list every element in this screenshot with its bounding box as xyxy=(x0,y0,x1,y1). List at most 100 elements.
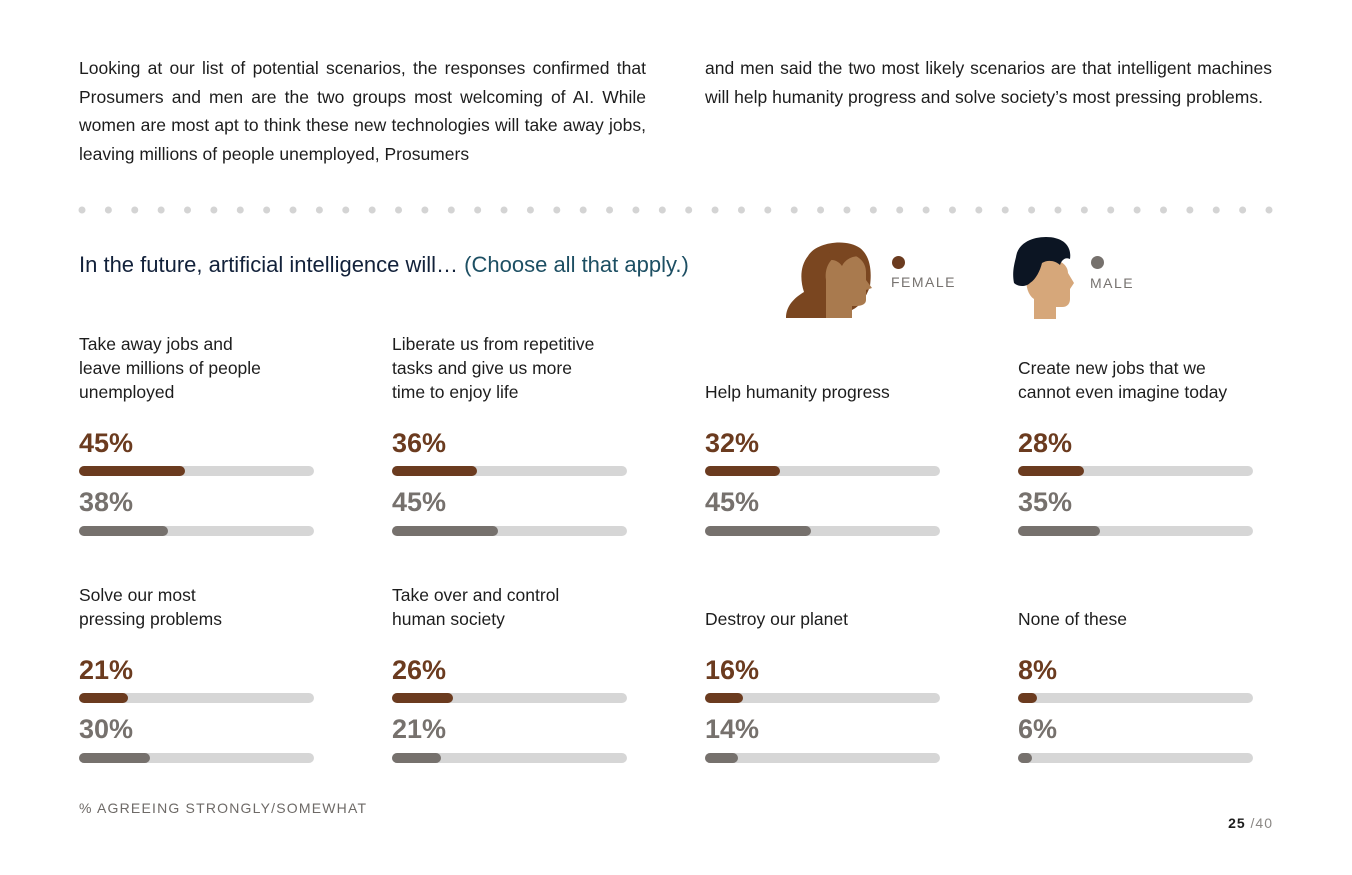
divider-dot xyxy=(1212,206,1220,214)
female-bar-track xyxy=(79,693,314,703)
female-bar xyxy=(705,466,781,476)
page-current: 25 xyxy=(1228,815,1246,831)
chart-title-main: In the future, artificial intelligence w… xyxy=(79,252,459,277)
female-avatar-icon xyxy=(786,242,872,318)
male-bar-track xyxy=(1018,753,1253,763)
male-bar xyxy=(79,753,150,763)
male-bar-track xyxy=(79,526,314,536)
item-label: Help humanity progress xyxy=(705,382,890,402)
divider-dot xyxy=(948,206,956,214)
item-label: Take over and control human society xyxy=(392,585,560,629)
divider-dot xyxy=(606,206,614,214)
divider-dot xyxy=(263,206,271,214)
female-percent-label: 16% xyxy=(705,655,760,685)
divider-dot xyxy=(184,206,192,214)
divider-dot xyxy=(1265,206,1273,214)
female-bar xyxy=(79,693,129,703)
divider-dot xyxy=(843,206,851,214)
female-percent-label: 36% xyxy=(392,428,447,458)
female-legend-dot xyxy=(892,256,905,269)
divider-dot xyxy=(1001,206,1009,214)
divider-dot xyxy=(289,206,297,214)
divider-dot xyxy=(421,206,429,214)
female-percent-label: 8% xyxy=(1018,655,1058,685)
divider-dot xyxy=(131,206,139,214)
female-bar xyxy=(1018,466,1084,476)
divider-dot xyxy=(737,206,745,214)
female-percent-label: 45% xyxy=(79,428,134,458)
chart-title: In the future, artificial intelligence w… xyxy=(79,252,689,278)
male-bar xyxy=(1018,753,1033,763)
dotted-divider xyxy=(78,206,1273,214)
female-percent-label: 28% xyxy=(1018,428,1073,458)
divider-dot xyxy=(447,206,455,214)
item-label: None of these xyxy=(1018,609,1127,629)
female-bar-track xyxy=(705,693,940,703)
female-legend-label: FEMALE xyxy=(891,274,957,290)
chart-item: Take over and control human society 26% 21… xyxy=(392,561,627,763)
divider-dot xyxy=(1159,206,1167,214)
divider-dot xyxy=(78,206,86,214)
female-bar xyxy=(392,693,454,703)
male-bar-track xyxy=(705,526,940,536)
male-percent-label: 45% xyxy=(392,487,447,517)
divider-dot xyxy=(896,206,904,214)
divider-dot xyxy=(104,206,112,214)
male-bar xyxy=(392,753,442,763)
intro-paragraph-left: Looking at our list of potential scenari… xyxy=(79,58,646,164)
divider-dot xyxy=(1133,206,1141,214)
male-bar xyxy=(1018,526,1101,536)
divider-dot xyxy=(1054,206,1062,214)
divider-dot xyxy=(1186,206,1194,214)
chart-item: None of these 8% 6% xyxy=(1018,561,1253,763)
male-percent-label: 14% xyxy=(705,714,760,744)
page-total: /40 xyxy=(1245,815,1273,831)
divider-dot xyxy=(579,206,587,214)
chart-item: Solve our most pressing problems 21% 30% xyxy=(79,561,314,763)
female-bar-track xyxy=(392,466,627,476)
male-bar-track xyxy=(1018,526,1253,536)
divider-dot xyxy=(500,206,508,214)
item-label: Create new jobs that we cannot even imag… xyxy=(1018,358,1228,402)
female-percent-label: 21% xyxy=(79,655,134,685)
divider-dot xyxy=(157,206,165,214)
chart-item: Destroy our planet 16% 14% xyxy=(705,561,940,763)
chart-item: Create new jobs that we cannot even imag… xyxy=(1018,334,1253,536)
divider-dot xyxy=(711,206,719,214)
chart-item: Help humanity progress 32% 45% xyxy=(705,334,940,536)
intro-paragraph-right: and men said the two most likely scenari… xyxy=(705,58,1272,107)
divider-dot xyxy=(658,206,666,214)
female-bar-track xyxy=(1018,693,1253,703)
chart-item: Liberate us from repetitive tasks and gi… xyxy=(392,334,627,536)
male-percent-label: 38% xyxy=(79,487,134,517)
item-label: Liberate us from repetitive tasks and gi… xyxy=(392,334,595,402)
divider-dot xyxy=(975,206,983,214)
divider-dot xyxy=(869,206,877,214)
male-percent-label: 21% xyxy=(392,714,447,744)
divider-dot xyxy=(1080,206,1088,214)
divider-dot xyxy=(1107,206,1115,214)
page-number: 25 /40 xyxy=(1228,815,1273,831)
male-bar xyxy=(392,526,498,536)
female-bar xyxy=(79,466,185,476)
divider-dot xyxy=(922,206,930,214)
male-bar-track xyxy=(79,753,314,763)
divider-dot xyxy=(553,206,561,214)
divider-dot xyxy=(685,206,693,214)
male-bar xyxy=(705,526,811,536)
divider-dot xyxy=(210,206,218,214)
male-percent-label: 30% xyxy=(79,714,134,744)
divider-dot xyxy=(395,206,403,214)
male-legend-dot xyxy=(1091,256,1104,269)
divider-dot xyxy=(1028,206,1036,214)
female-percent-label: 26% xyxy=(392,655,447,685)
female-bar xyxy=(1018,693,1037,703)
divider-dot xyxy=(632,206,640,214)
female-bar-track xyxy=(392,693,627,703)
chart-item: Take away jobs and leave millions of peo… xyxy=(79,334,314,536)
male-bar xyxy=(79,526,169,536)
divider-dot xyxy=(817,206,825,214)
male-avatar-icon xyxy=(1013,237,1074,319)
divider-dot xyxy=(236,206,244,214)
female-bar xyxy=(705,693,743,703)
